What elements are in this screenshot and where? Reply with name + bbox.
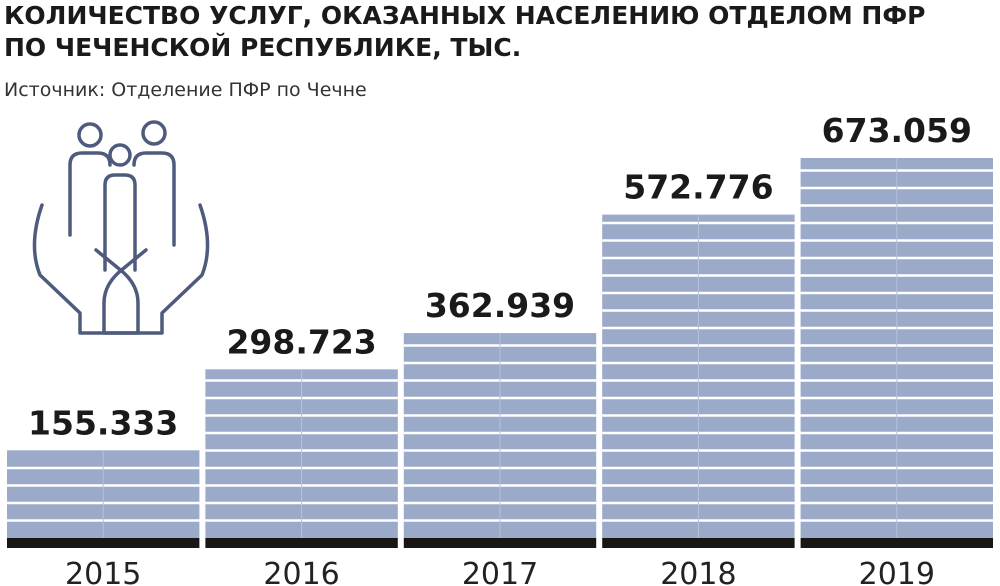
base-strip bbox=[205, 538, 398, 548]
value-label: 572.776 bbox=[623, 168, 773, 207]
chart-title: ПО ЧЕЧЕНСКОЙ РЕСПУБЛИКЕ, ТЫС. bbox=[4, 33, 521, 62]
value-label: 362.939 bbox=[425, 286, 575, 325]
people-icon bbox=[32, 120, 210, 335]
base-strip bbox=[7, 538, 200, 548]
x-tick-label: 2018 bbox=[660, 557, 736, 586]
value-label: 673.059 bbox=[822, 111, 972, 150]
base-strip bbox=[602, 538, 795, 548]
x-tick-label: 2016 bbox=[263, 557, 339, 586]
value-label: 155.333 bbox=[28, 403, 178, 442]
base-strip bbox=[403, 538, 597, 548]
chart-subtitle: Источник: Отделение ПФР по Чечне bbox=[4, 79, 367, 101]
x-tick-label: 2015 bbox=[65, 557, 141, 586]
base-strip bbox=[800, 538, 993, 548]
x-tick-label: 2017 bbox=[462, 557, 538, 586]
chart-title: КОЛИЧЕСТВО УСЛУГ, ОКАЗАННЫХ НАСЕЛЕНИЮ ОТ… bbox=[4, 1, 925, 30]
value-label: 298.723 bbox=[226, 322, 376, 361]
x-tick-label: 2019 bbox=[859, 557, 935, 586]
